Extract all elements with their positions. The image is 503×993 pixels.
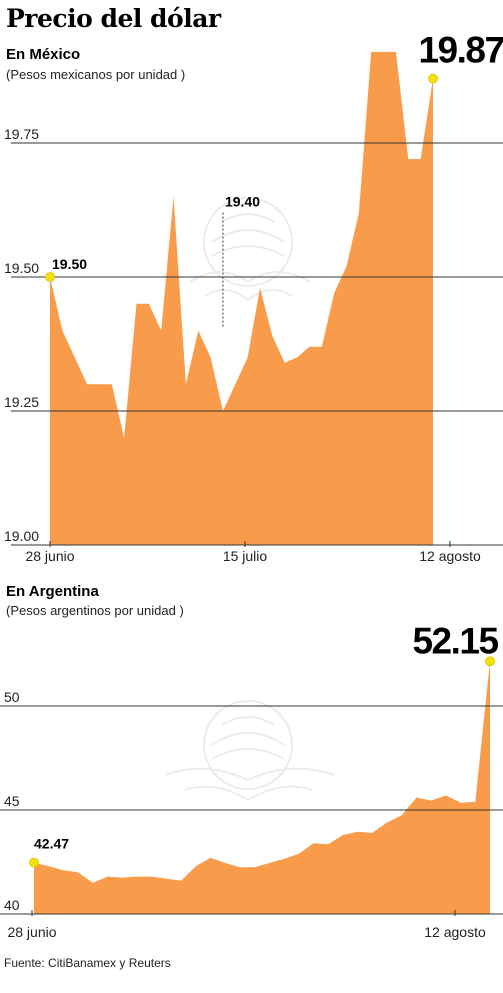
x-tick-label-1-1: 12 agosto xyxy=(424,924,486,940)
eagle-watermark-argentina xyxy=(164,700,336,802)
highlight-dot-1-1 xyxy=(485,656,495,667)
highlight-dot-0-2 xyxy=(428,73,438,84)
page-title: Precio del dólar xyxy=(6,4,221,33)
y-tick-label-1-1: 45 xyxy=(4,793,20,809)
y-tick-label-0-0: 19.00 xyxy=(4,528,39,544)
annotation-label-0-1: 19.40 xyxy=(225,194,260,210)
x-tick-label-1-0: 28 junio xyxy=(7,924,56,940)
x-tick-label-0-2: 12 agosto xyxy=(419,548,481,564)
y-tick-label-0-3: 19.75 xyxy=(4,126,39,142)
annotation-label-1-1: 52.15 xyxy=(412,620,498,661)
annotation-label-0-0: 19.50 xyxy=(52,256,87,272)
mexico-chart-subtitle: (Pesos mexicanos por unidad ) xyxy=(6,67,186,82)
annotation-label-0-2: 19.87 xyxy=(418,30,503,71)
y-tick-label-1-0: 40 xyxy=(4,897,20,913)
argentina-chart-subtitle: (Pesos argentinos por unidad ) xyxy=(6,603,184,618)
highlight-dot-1-0 xyxy=(29,857,39,868)
source-note: Fuente: CitiBanamex y Reuters xyxy=(4,956,171,970)
area-series-0 xyxy=(50,51,433,546)
highlight-dot-0-0 xyxy=(45,272,55,282)
x-tick-label-0-0: 28 junio xyxy=(25,548,74,564)
y-tick-label-1-2: 50 xyxy=(4,689,20,705)
eagle-watermark-mexico xyxy=(189,197,311,302)
x-tick-label-0-1: 15 julio xyxy=(223,548,268,564)
annotation-label-1-0: 42.47 xyxy=(34,836,69,852)
argentina-chart-title: En Argentina xyxy=(6,583,99,600)
area-series-1 xyxy=(34,661,490,914)
y-tick-label-0-1: 19.25 xyxy=(4,394,39,410)
y-tick-label-0-2: 19.50 xyxy=(4,260,39,276)
mexico-chart-title: En México xyxy=(6,46,81,63)
